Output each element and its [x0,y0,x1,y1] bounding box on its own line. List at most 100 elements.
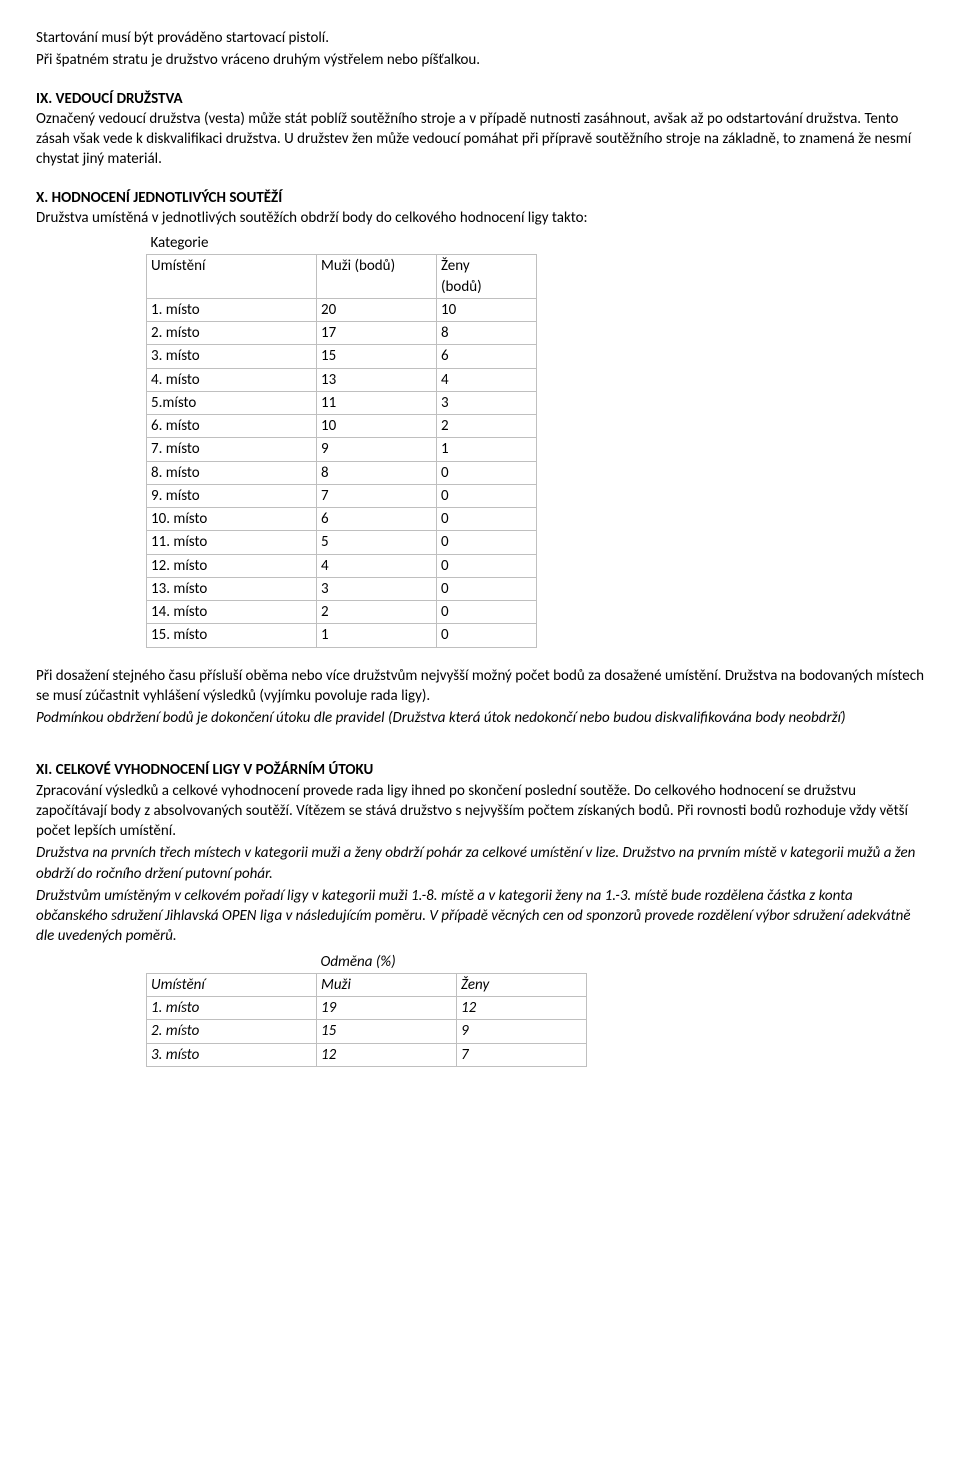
cell-muzi: 3 [317,577,437,600]
table-row: 13. místo30 [147,577,537,600]
table-row: 7. místo91 [147,438,537,461]
cell-muzi: 2 [317,601,437,624]
cell-zeny: 0 [437,531,537,554]
col-header-muzi: Muži (bodů) [317,255,437,299]
cell-muzi: 5 [317,531,437,554]
reward-col-umisteni: Umístění [147,973,317,996]
cell-muzi: 13 [317,368,437,391]
cell-zeny: 0 [437,461,537,484]
cell-muzi: 19 [317,997,457,1020]
cell-umisteni: 11. místo [147,531,317,554]
cell-umisteni: 12. místo [147,554,317,577]
table-row: 12. místo40 [147,554,537,577]
cell-muzi: 9 [317,438,437,461]
col-header-zeny: Ženy (bodů) [437,255,537,299]
section-10-heading: X. HODNOCENÍ JEDNOTLIVÝCH SOUTĚŽÍ [36,188,924,208]
cell-zeny: 3 [437,391,537,414]
col-header-zeny-l2: (bodů) [441,278,482,296]
table-row: 1. místo2010 [147,298,537,321]
table-row: 2. místo159 [147,1020,587,1043]
cell-muzi: 15 [317,1020,457,1043]
cell-umisteni: 2. místo [147,1020,317,1043]
cell-zeny: 4 [437,368,537,391]
cell-muzi: 12 [317,1043,457,1066]
cell-muzi: 11 [317,391,437,414]
col-header-zeny-l1: Ženy [441,257,470,275]
cell-zeny: 6 [437,345,537,368]
cell-umisteni: 2. místo [147,322,317,345]
cell-zeny: 1 [437,438,537,461]
cell-zeny: 2 [437,415,537,438]
cell-umisteni: 7. místo [147,438,317,461]
cell-zeny: 0 [437,554,537,577]
cell-umisteni: 3. místo [147,345,317,368]
table-row: 8. místo80 [147,461,537,484]
cell-umisteni: 1. místo [147,997,317,1020]
table-row: 9. místo70 [147,484,537,507]
cell-zeny: 0 [437,508,537,531]
cell-zeny: 0 [437,624,537,647]
table-header-kategorie: Kategorie [147,232,317,255]
intro-block: Startování musí být prováděno startovací… [36,28,924,71]
section-10: X. HODNOCENÍ JEDNOTLIVÝCH SOUTĚŽÍ Družst… [36,188,924,729]
cell-umisteni: 4. místo [147,368,317,391]
cell-umisteni: 9. místo [147,484,317,507]
section-10-after-1: Při dosažení stejného času přísluší oběm… [36,666,924,707]
cell-umisteni: 13. místo [147,577,317,600]
reward-odmena: Odměna (%) [317,951,587,974]
cell-muzi: 6 [317,508,437,531]
table-row: 2. místo178 [147,322,537,345]
table-header-blank [437,232,537,255]
cell-umisteni: 6. místo [147,415,317,438]
section-9: IX. VEDOUCÍ DRUŽSTVA Označený vedoucí dr… [36,89,924,170]
cell-muzi: 1 [317,624,437,647]
section-11-p3: Družstvům umístěným v celkovém pořadí li… [36,886,924,947]
table-row: 14. místo20 [147,601,537,624]
section-10-after-2: Podmínkou obdržení bodů je dokončení úto… [36,708,924,728]
cell-muzi: 4 [317,554,437,577]
section-11: XI. CELKOVÉ VYHODNOCENÍ LIGY V POŽÁRNÍM … [36,760,924,1067]
cell-umisteni: 8. místo [147,461,317,484]
cell-zeny: 0 [437,601,537,624]
cell-muzi: 7 [317,484,437,507]
section-9-body: Označený vedoucí družstva (vesta) může s… [36,109,924,170]
cell-zeny: 8 [437,322,537,345]
intro-line-1: Startování musí být prováděno startovací… [36,28,924,48]
cell-umisteni: 3. místo [147,1043,317,1066]
table-row: 3. místo156 [147,345,537,368]
cell-zeny: 10 [437,298,537,321]
cell-muzi: 8 [317,461,437,484]
cell-zeny: 9 [457,1020,587,1043]
table-row: 11. místo50 [147,531,537,554]
section-10-intro: Družstva umístěná v jednotlivých soutěží… [36,208,924,228]
cell-umisteni: 10. místo [147,508,317,531]
table-row: 1. místo1912 [147,997,587,1020]
cell-umisteni: 15. místo [147,624,317,647]
col-header-umisteni: Umístění [147,255,317,299]
intro-line-2: Při špatném stratu je družstvo vráceno d… [36,50,924,70]
section-11-p1: Zpracování výsledků a celkové vyhodnocen… [36,781,924,842]
points-table: Kategorie Umístění Muži (bodů) Ženy (bod… [146,232,537,648]
cell-zeny: 7 [457,1043,587,1066]
table-row: 3. místo127 [147,1043,587,1066]
table-row: 15. místo10 [147,624,537,647]
reward-col-zeny: Ženy [457,973,587,996]
table-row: 5.místo113 [147,391,537,414]
cell-zeny: 0 [437,484,537,507]
cell-zeny: 0 [437,577,537,600]
reward-blank [147,951,317,974]
table-header-blank [317,232,437,255]
cell-umisteni: 14. místo [147,601,317,624]
cell-zeny: 12 [457,997,587,1020]
table-row: 10. místo60 [147,508,537,531]
cell-muzi: 17 [317,322,437,345]
section-11-p2: Družstva na prvních třech místech v kate… [36,843,924,884]
section-11-heading: XI. CELKOVÉ VYHODNOCENÍ LIGY V POŽÁRNÍM … [36,760,924,780]
cell-umisteni: 5.místo [147,391,317,414]
reward-table: Odměna (%) Umístění Muži Ženy 1. místo19… [146,951,587,1067]
table-row: 4. místo134 [147,368,537,391]
table-row: 6. místo102 [147,415,537,438]
cell-muzi: 20 [317,298,437,321]
cell-muzi: 15 [317,345,437,368]
section-9-heading: IX. VEDOUCÍ DRUŽSTVA [36,89,924,109]
